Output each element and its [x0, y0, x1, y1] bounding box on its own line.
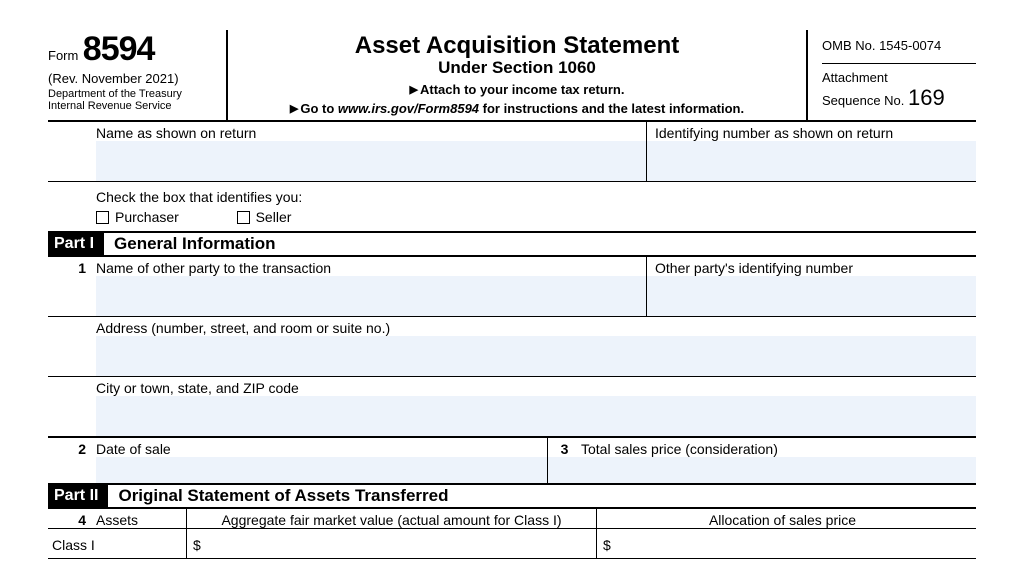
address-input[interactable]	[96, 336, 976, 376]
seller-label: Seller	[256, 209, 292, 225]
purchaser-checkbox[interactable]	[96, 211, 109, 224]
identify-prompt: Check the box that identifies you:	[96, 186, 976, 205]
omb-number: OMB No. 1545-0074	[822, 30, 976, 64]
triangle-icon: ▶	[410, 83, 418, 96]
line1-right-label: Other party's identifying number	[646, 257, 976, 276]
line4-number: 4	[48, 509, 96, 528]
part2-label: Part II	[48, 485, 108, 507]
class1-label: Class I	[48, 529, 186, 558]
goto-line: ▶Go to www.irs.gov/Form8594 for instruct…	[238, 101, 796, 116]
address-label: Address (number, street, and room or sui…	[96, 317, 976, 336]
class1-fmv-input[interactable]: $	[186, 529, 596, 558]
fmv-header: Aggregate fair market value (actual amou…	[186, 509, 596, 528]
allocation-header: Allocation of sales price	[596, 509, 976, 528]
part1-label: Part I	[48, 233, 104, 255]
line2-number: 2	[48, 438, 96, 457]
line3-label: Total sales price (consideration)	[581, 438, 976, 457]
sequence-number: 169	[908, 85, 945, 110]
other-party-name-input[interactable]	[96, 276, 646, 316]
sequence-line: Sequence No. 169	[822, 85, 976, 111]
city-input[interactable]	[96, 396, 976, 436]
date-of-sale-input[interactable]	[96, 457, 547, 483]
form-word: Form	[48, 48, 78, 63]
line1-left-label: Name of other party to the transaction	[96, 257, 646, 276]
attach-line: ▶Attach to your income tax return.	[238, 82, 796, 97]
form-subtitle: Under Section 1060	[238, 58, 796, 78]
city-label: City or town, state, and ZIP code	[96, 377, 976, 396]
id-label: Identifying number as shown on return	[646, 122, 976, 141]
line1-number: 1	[48, 257, 96, 276]
id-input[interactable]	[646, 141, 976, 181]
line2-label: Date of sale	[96, 438, 547, 457]
class1-allocation-input[interactable]: $	[596, 529, 976, 558]
assets-header: Assets	[96, 509, 186, 528]
seller-checkbox[interactable]	[237, 211, 250, 224]
purchaser-label: Purchaser	[115, 209, 179, 225]
name-label: Name as shown on return	[96, 122, 646, 141]
header-right: OMB No. 1545-0074 Attachment Sequence No…	[806, 30, 976, 120]
other-party-id-input[interactable]	[646, 276, 976, 316]
total-sales-price-input[interactable]	[547, 457, 976, 483]
form-number: 8594	[83, 30, 155, 68]
attachment-label: Attachment	[822, 64, 976, 85]
revision: (Rev. November 2021)	[48, 71, 206, 86]
line3-number: 3	[547, 438, 581, 457]
triangle-icon: ▶	[290, 102, 298, 115]
form-title: Asset Acquisition Statement	[238, 32, 796, 60]
header-center: Asset Acquisition Statement Under Sectio…	[228, 30, 806, 120]
irs: Internal Revenue Service	[48, 100, 206, 112]
part2-title: Original Statement of Assets Transferred	[118, 486, 448, 506]
part1-title: General Information	[114, 234, 276, 254]
header-left: Form 8594 (Rev. November 2021) Departmen…	[48, 30, 228, 120]
goto-url: www.irs.gov/Form8594	[338, 101, 479, 116]
name-input[interactable]	[96, 141, 646, 181]
dept: Department of the Treasury	[48, 88, 206, 100]
